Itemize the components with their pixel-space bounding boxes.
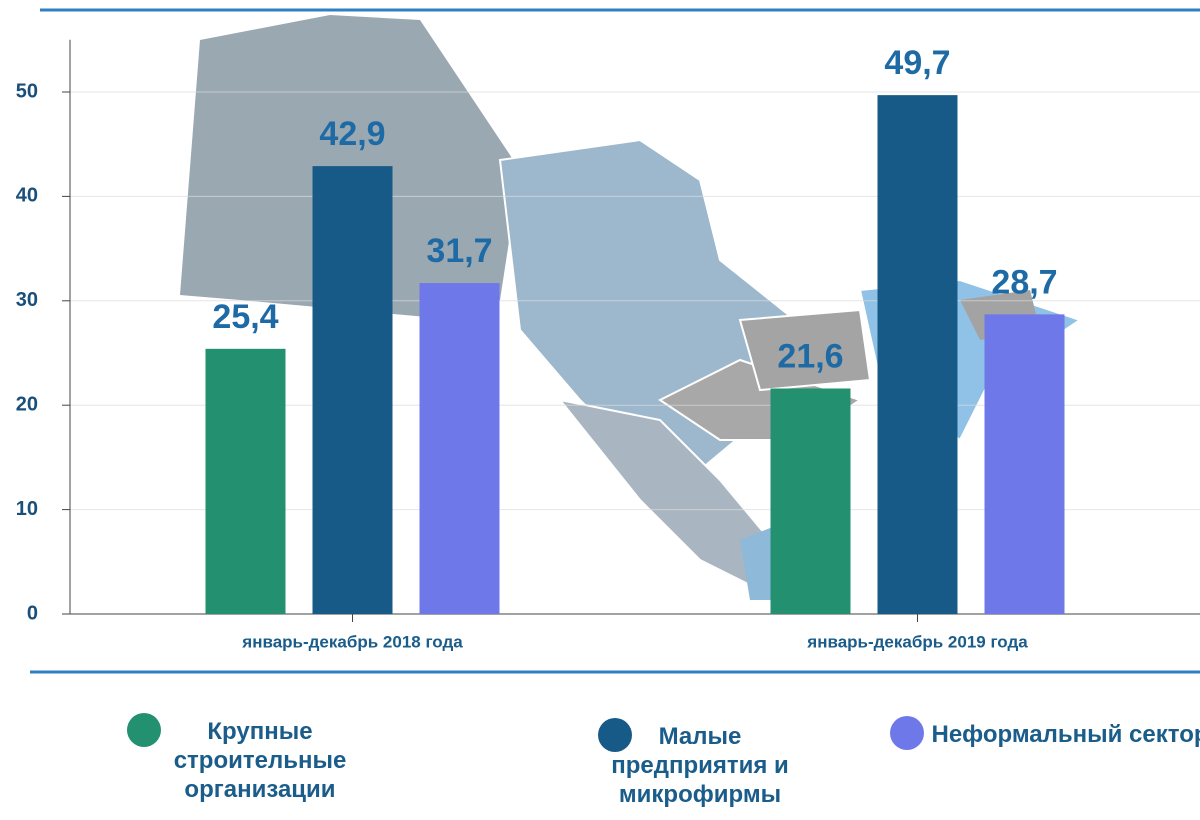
value-label: 28,7 [991,263,1057,301]
y-tick-label: 30 [16,289,38,311]
bar [877,95,958,614]
y-tick-label: 20 [16,393,38,415]
bar [984,314,1065,614]
legend-label: Малые предприятия и микрофирмы [611,723,789,808]
legend-label: Крупные строительные организации [173,718,347,803]
bar [205,348,286,614]
y-tick-label: 40 [16,185,38,207]
y-tick-label: 0 [27,602,38,624]
value-label: 25,4 [212,298,278,336]
map-background [180,15,1083,600]
legend-swatch [598,718,632,752]
x-tick-label: январь-декабрь 2018 года [241,632,463,651]
value-label: 49,7 [884,44,950,82]
value-label: 31,7 [426,232,492,270]
value-label: 42,9 [319,115,385,153]
legend-swatch [890,716,924,750]
legend-swatch [127,713,161,747]
x-tick-label: январь-декабрь 2019 года [806,632,1028,651]
bar [312,166,393,614]
bar [419,283,500,614]
value-label: 21,6 [777,337,843,375]
legend-label: Неформальный сектор [931,721,1200,748]
y-tick-label: 50 [16,80,38,102]
y-tick-label: 10 [16,498,38,520]
bar [770,388,851,614]
